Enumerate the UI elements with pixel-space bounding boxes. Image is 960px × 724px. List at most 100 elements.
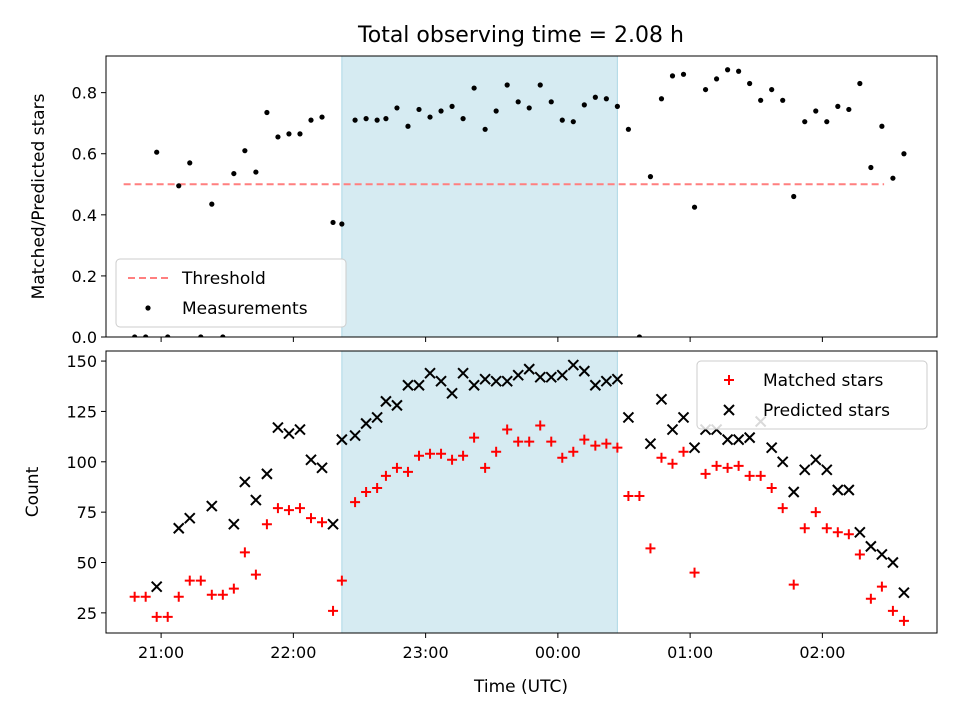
data-point [876,548,888,561]
data-point [534,371,546,383]
data-point [669,73,676,79]
x-tick-label: 21:00 [138,643,184,662]
data-point [308,117,314,123]
data-point [677,411,690,424]
data-point [206,500,218,512]
legend-swatch [724,375,734,385]
y-tick-label: 0.0 [72,328,97,347]
data-point [209,201,215,207]
data-point [788,486,800,498]
data-point [150,580,163,593]
data-point [625,126,632,132]
data-point [449,103,455,109]
data-point [843,484,855,496]
data-point [559,117,565,123]
x-tick-label: 00:00 [535,643,581,662]
data-point [724,67,731,73]
plot-area [129,359,910,626]
data-point [835,103,841,109]
data-point [810,454,822,466]
data-point [261,468,273,480]
data-point [405,123,411,129]
data-point [567,359,580,371]
data-point [744,470,755,481]
data-point [780,97,786,103]
data-point [680,71,687,77]
data-point [154,149,160,155]
data-point [502,424,513,435]
data-point [769,86,775,93]
data-point [305,513,316,524]
data-point [644,437,657,450]
data-point [688,441,701,454]
data-point [832,527,843,538]
data-point [799,523,810,534]
plot-frame [105,350,938,634]
data-point [250,569,261,580]
data-point [394,105,400,111]
data-point [612,442,623,453]
data-point [832,484,844,496]
data-point [821,523,832,534]
data-point [777,503,788,514]
y-tick-label: 0.2 [72,267,97,286]
y-tick-label: 25 [77,604,97,623]
data-point [480,462,491,473]
data-point [173,522,185,534]
data-point [802,119,808,125]
legend-swatch [145,305,151,311]
data-point [132,334,138,337]
data-point [220,334,226,337]
data-point [755,470,766,481]
x-tick-label: 01:00 [667,643,713,662]
x-tick-label: 23:00 [403,643,449,662]
data-point [336,433,348,446]
data-point [898,587,910,599]
data-point [350,497,361,508]
data-point [658,96,665,102]
data-point [846,106,852,113]
data-point [336,575,347,586]
data-point [250,494,262,506]
data-point [352,117,358,123]
data-point [187,160,193,166]
data-point [468,379,480,391]
legend-label: Measurements [182,299,308,319]
data-point [865,540,877,553]
data-point [743,431,756,444]
data-point [330,219,336,226]
data-point [504,82,510,88]
data-point [898,615,909,626]
data-point [634,491,645,502]
data-point [294,423,306,436]
data-point [821,464,833,476]
data-point [765,441,778,454]
chart-title: Total observing time = 2.08 h [357,23,684,48]
data-point [747,80,753,87]
data-point [380,395,392,408]
data-point [810,507,821,518]
y-axis-label: Matched/Predicted stars [29,93,49,299]
data-point [678,446,689,457]
data-point [622,411,635,424]
panel-counts: 25 50 75 100 125 150 21:00 22:00 23:00 00:00 01:00… [23,350,938,662]
data-point [228,583,239,594]
data-point [228,518,240,530]
y-tick-label: 0.8 [72,84,97,103]
data-point [319,114,325,120]
data-point [457,367,469,379]
data-point [447,454,458,465]
data-point [490,375,502,387]
data-point [791,193,797,200]
data-point [854,549,865,560]
data-point [317,517,328,528]
legend: Matched stars Predicted stars [696,360,928,430]
data-point [546,436,557,447]
data-point [217,589,228,600]
data-point [436,448,447,459]
data-point [195,575,206,586]
data-point [162,611,173,622]
data-point [843,529,854,540]
highlight-span [341,55,618,338]
